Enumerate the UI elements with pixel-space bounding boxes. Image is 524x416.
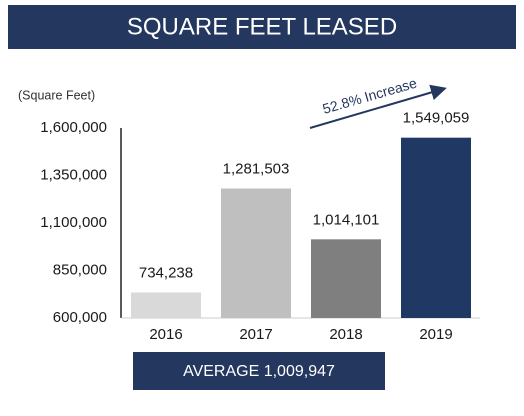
- value-label: 734,238: [139, 264, 193, 281]
- bar: [221, 188, 291, 318]
- title-banner: [8, 5, 516, 49]
- increase-arrow: [309, 84, 447, 129]
- y-tick-label: 1,350,000: [40, 166, 107, 183]
- x-tick-label: 2018: [329, 326, 362, 343]
- value-label: 1,549,059: [403, 110, 470, 127]
- value-label: 1,014,101: [313, 211, 380, 228]
- bar: [311, 239, 381, 318]
- chart-title: SQUARE FEET LEASED: [127, 13, 397, 40]
- y-tick-label: 1,100,000: [40, 214, 107, 231]
- y-axis-label: (Square Feet): [18, 88, 95, 102]
- x-tick-label: 2019: [419, 326, 452, 343]
- bar: [131, 292, 201, 318]
- y-tick-label: 850,000: [53, 261, 107, 278]
- y-tick-label: 1,600,000: [40, 119, 107, 136]
- bar: [401, 137, 471, 318]
- x-tick-label: 2017: [239, 326, 272, 343]
- x-tick-label: 2016: [149, 326, 182, 343]
- average-box: [133, 352, 385, 390]
- average-label: AVERAGE 1,009,947: [183, 363, 335, 380]
- y-tick-label: 600,000: [53, 309, 107, 326]
- value-label: 1,281,503: [223, 160, 290, 177]
